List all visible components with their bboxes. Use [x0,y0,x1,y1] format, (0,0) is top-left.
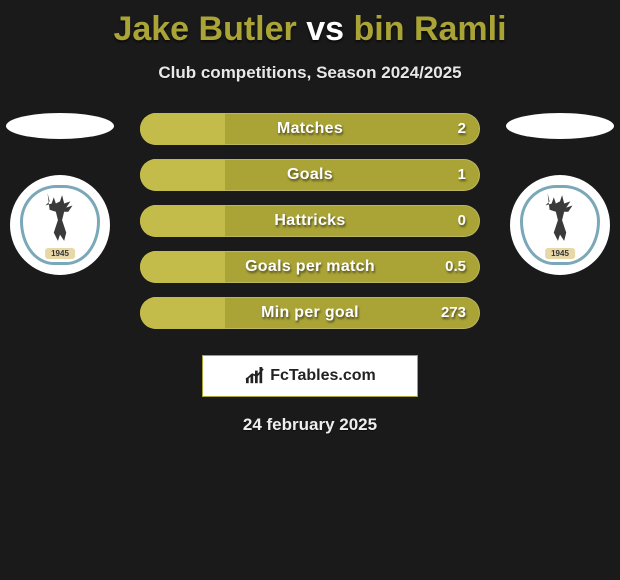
comparison-panel: 1945 1945 Matches2 Goals1 Hattricks0 Goals … [0,109,620,339]
stat-right-value: 1 [458,159,466,191]
date-text: 24 february 2025 [0,415,620,435]
brand-text: FcTables.com [270,367,376,385]
player1-name: Jake Butler [113,10,296,48]
crest-year: 1945 [545,248,575,259]
stat-label: Min per goal [140,297,480,329]
player2-crest: 1945 [510,175,610,291]
page-title: Jake Butler vs bin Ramli [0,0,620,49]
stat-right-value: 273 [441,297,466,329]
stat-row: Hattricks0 [140,205,480,237]
stat-label: Goals [140,159,480,191]
stat-right-value: 0 [458,205,466,237]
stag-icon [39,191,81,243]
player1-crest: 1945 [10,175,110,291]
stat-row: Goals per match0.5 [140,251,480,283]
player2-avatar-placeholder [506,113,614,139]
brand-box[interactable]: FcTables.com [202,355,418,397]
stat-label: Hattricks [140,205,480,237]
stat-label: Matches [140,113,480,145]
stat-label: Goals per match [140,251,480,283]
vs-text: vs [306,10,344,48]
stat-right-value: 0.5 [445,251,466,283]
stat-row: Goals1 [140,159,480,191]
stat-row: Min per goal273 [140,297,480,329]
stat-right-value: 2 [458,113,466,145]
stag-icon [539,191,581,243]
player2-name: bin Ramli [354,10,507,48]
stat-row: Matches2 [140,113,480,145]
stat-bars: Matches2Goals1Hattricks0Goals per match0… [140,109,480,329]
player1-avatar-placeholder [6,113,114,139]
player1-side: 1945 [0,109,120,291]
crest-year: 1945 [45,248,75,259]
chart-icon [244,367,266,385]
subtitle: Club competitions, Season 2024/2025 [0,63,620,83]
player2-side: 1945 [500,109,620,291]
